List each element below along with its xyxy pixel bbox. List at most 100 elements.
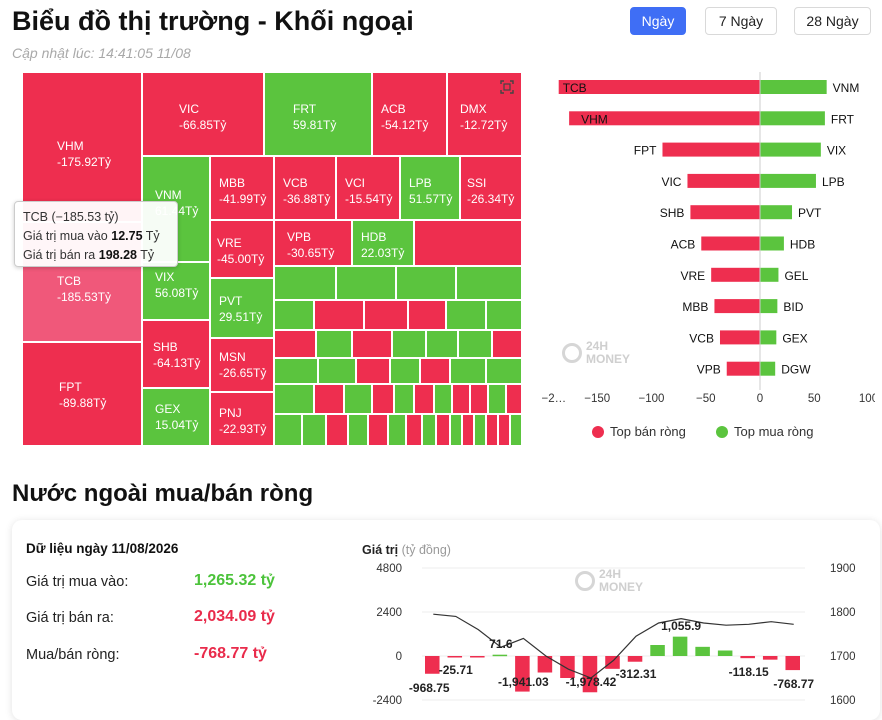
treemap-small-tile[interactable] — [274, 358, 318, 384]
treemap-small-tile[interactable] — [274, 300, 314, 330]
tile-vhm[interactable]: VHM -175.92Tỷ — [22, 72, 142, 222]
tile-acb[interactable]: ACB -54.12Tỷ — [372, 72, 447, 156]
tile-unlabeled[interactable] — [414, 220, 522, 266]
treemap-small-tile[interactable] — [314, 384, 344, 414]
legend-buy[interactable]: Top mua ròng — [716, 424, 814, 439]
tile-lpb[interactable]: LPB 51.57Tỷ — [400, 156, 460, 220]
tile-code: VNM — [155, 188, 182, 202]
y-right-tick: 1800 — [830, 607, 856, 619]
sell-bar — [719, 330, 760, 345]
treemap-small-tile[interactable] — [368, 414, 388, 446]
tile-code: MBB — [219, 176, 246, 190]
tile-hdb[interactable]: HDB 22.03Tỷ — [352, 220, 414, 266]
treemap-small-tile[interactable] — [274, 266, 336, 300]
buy-bar — [760, 361, 776, 376]
treemap-small-tile[interactable] — [498, 414, 510, 446]
treemap-small-tile[interactable] — [364, 300, 408, 330]
tile-vcb[interactable]: VCB -36.88Tỷ — [274, 156, 336, 220]
net-value: -768.77 tỷ — [194, 645, 267, 662]
treemap-small-tile[interactable] — [486, 300, 522, 330]
treemap-small-tile[interactable] — [458, 330, 492, 358]
tile-vix[interactable]: VIX 56.08Tỷ — [142, 262, 210, 320]
tile-value: -175.92Tỷ — [57, 155, 112, 169]
treemap-small-tile[interactable] — [406, 414, 422, 446]
treemap-small-tile[interactable] — [390, 358, 420, 384]
tab-day[interactable]: Ngày — [630, 7, 686, 35]
treemap-small-tile[interactable] — [492, 330, 522, 358]
sell-bar-label: FPT — [634, 144, 657, 158]
tile-gex[interactable]: GEX 15.04Tỷ — [142, 388, 210, 446]
y-right-tick: 1600 — [830, 695, 856, 707]
treemap-small-tile[interactable] — [274, 384, 314, 414]
tile-ssi[interactable]: SSI -26.34Tỷ — [460, 156, 522, 220]
treemap-small-tile[interactable] — [450, 414, 462, 446]
buy-bar-label: BID — [783, 300, 803, 314]
watermark-line2: MONEY — [586, 352, 631, 366]
treemap-small-tile[interactable] — [426, 330, 458, 358]
treemap-small-tile[interactable] — [274, 330, 316, 358]
treemap-small-tile[interactable] — [372, 384, 394, 414]
tile-vre[interactable]: VRE -45.00Tỷ — [210, 220, 274, 278]
treemap-small-tile[interactable] — [336, 266, 396, 300]
treemap-small-tile[interactable] — [388, 414, 406, 446]
tile-value: 59.81Tỷ — [293, 118, 337, 132]
treemap-small-tile[interactable] — [470, 384, 488, 414]
treemap-small-tile[interactable] — [456, 266, 522, 300]
legend-buy-label: Top mua ròng — [734, 424, 814, 439]
buy-value: 1,265.32 tỷ — [194, 572, 275, 589]
treemap-small-tile[interactable] — [486, 414, 498, 446]
treemap-small-tile[interactable] — [486, 358, 522, 384]
treemap-small-tile[interactable] — [396, 266, 456, 300]
tooltip-buy-label: Giá trị mua vào — [23, 229, 108, 243]
treemap-small-tile[interactable] — [436, 414, 450, 446]
tile-vci[interactable]: VCI -15.54Tỷ — [336, 156, 400, 220]
legend-sell-dot — [592, 425, 604, 438]
treemap-small-tile[interactable] — [422, 414, 436, 446]
tile-msn[interactable]: MSN -26.65Tỷ — [210, 338, 274, 392]
treemap-small-tile[interactable] — [344, 384, 372, 414]
treemap-small-tile[interactable] — [420, 358, 450, 384]
tile-vpb[interactable]: VPB -30.65Tỷ — [274, 220, 352, 266]
tile-pnj[interactable]: PNJ -22.93Tỷ — [210, 392, 274, 446]
treemap-small-tile[interactable] — [462, 414, 474, 446]
treemap-small-tile[interactable] — [326, 414, 348, 446]
tile-frt[interactable]: FRT 59.81Tỷ — [264, 72, 372, 156]
treemap-small-tile[interactable] — [274, 414, 302, 446]
net-data-label: -968.75 — [409, 681, 450, 695]
expand-icon[interactable] — [500, 80, 514, 94]
treemap-small-tile[interactable] — [414, 384, 434, 414]
tile-value: -41.99Tỷ — [219, 192, 267, 206]
treemap-small-tile[interactable] — [394, 384, 414, 414]
tile-shb[interactable]: SHB -64.13Tỷ — [142, 320, 210, 388]
treemap-small-tile[interactable] — [318, 358, 356, 384]
x-tick-label: 100 — [859, 393, 875, 405]
treemap-small-tile[interactable] — [506, 384, 522, 414]
treemap-small-tile[interactable] — [450, 358, 486, 384]
treemap-small-tile[interactable] — [392, 330, 426, 358]
treemap-small-tile[interactable] — [314, 300, 364, 330]
tile-pvt[interactable]: PVT 29.51Tỷ — [210, 278, 274, 338]
treemap-small-tile[interactable] — [352, 330, 392, 358]
treemap-small-tile[interactable] — [356, 358, 390, 384]
tile-value: -36.88Tỷ — [283, 192, 331, 206]
treemap-small-tile[interactable] — [474, 414, 486, 446]
legend-sell[interactable]: Top bán ròng — [592, 424, 686, 439]
treemap-small-tile[interactable] — [408, 300, 446, 330]
net-bar — [537, 656, 553, 673]
treemap-small-tile[interactable] — [316, 330, 352, 358]
treemap-small-tile[interactable] — [452, 384, 470, 414]
treemap-small-tile[interactable] — [488, 384, 506, 414]
tile-fpt[interactable]: FPT -89.88Tỷ — [22, 342, 142, 446]
tile-vic[interactable]: VIC -66.85Tỷ — [142, 72, 264, 156]
net-data-label: -25.71 — [439, 663, 473, 677]
x-tick-label: 0 — [757, 393, 763, 405]
buy-label: Giá trị mua vào: — [26, 574, 129, 590]
tab-7-days[interactable]: 7 Ngày — [705, 7, 777, 35]
treemap-small-tile[interactable] — [348, 414, 368, 446]
treemap-small-tile[interactable] — [434, 384, 452, 414]
treemap-small-tile[interactable] — [302, 414, 326, 446]
tile-mbb[interactable]: MBB -41.99Tỷ — [210, 156, 274, 220]
treemap-small-tile[interactable] — [446, 300, 486, 330]
tab-28-days[interactable]: 28 Ngày — [794, 7, 871, 35]
treemap-small-tile[interactable] — [510, 414, 522, 446]
